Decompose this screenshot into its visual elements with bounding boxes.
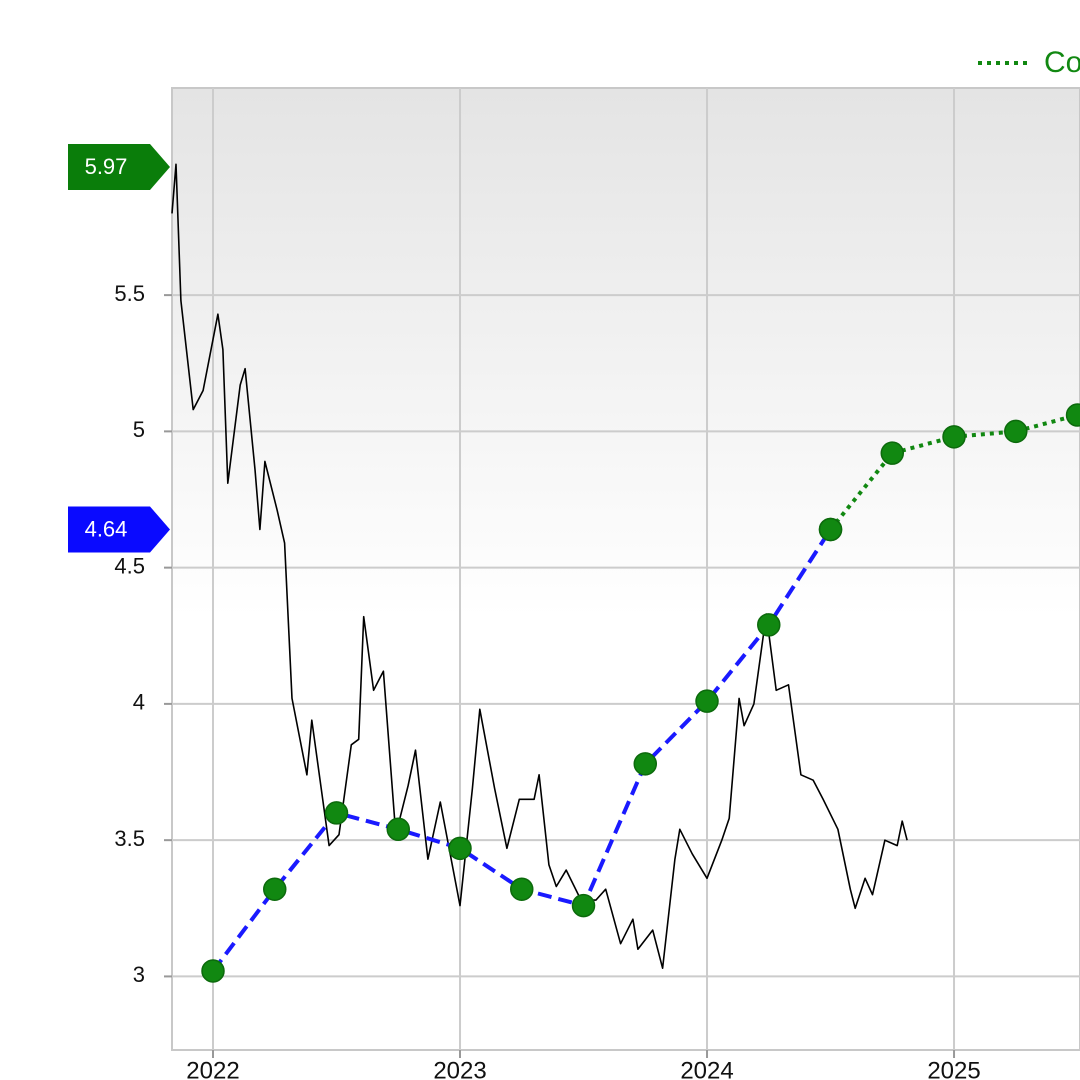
- y-tick-label: 5.5: [114, 281, 145, 306]
- y-tick-label: 3.5: [114, 826, 145, 851]
- y-tick-label: 4.5: [114, 553, 145, 578]
- y-tick-label: 4: [133, 690, 145, 715]
- data-point: [510, 877, 534, 901]
- data-point: [386, 817, 411, 842]
- data-point: [201, 959, 225, 983]
- y-tick-label: 3: [133, 962, 145, 987]
- data-point: [324, 801, 349, 825]
- x-tick-label: 2023: [433, 1057, 486, 1080]
- data-point: [448, 836, 472, 861]
- data-point: [757, 613, 781, 637]
- data-point: [942, 425, 966, 449]
- value-badge: [68, 506, 170, 553]
- data-point: [880, 441, 905, 465]
- x-tick-label: 2025: [927, 1057, 980, 1080]
- data-point: [571, 893, 596, 918]
- value-badge: [68, 144, 170, 191]
- data-point: [633, 752, 658, 776]
- legend-label: Co: [1044, 46, 1080, 79]
- x-tick-label: 2022: [186, 1057, 239, 1080]
- data-point: [695, 689, 719, 713]
- series-line: [171, 163, 908, 969]
- badge-label: 5.97: [85, 154, 128, 179]
- data-point: [263, 877, 287, 901]
- data-point: [1065, 403, 1080, 427]
- x-tick-label: 2024: [680, 1057, 733, 1080]
- data-point: [1004, 419, 1028, 444]
- y-tick-label: 5: [133, 417, 145, 442]
- plot-area: [171, 87, 1080, 1051]
- badge-label: 4.64: [85, 516, 128, 541]
- data-point: [818, 517, 843, 542]
